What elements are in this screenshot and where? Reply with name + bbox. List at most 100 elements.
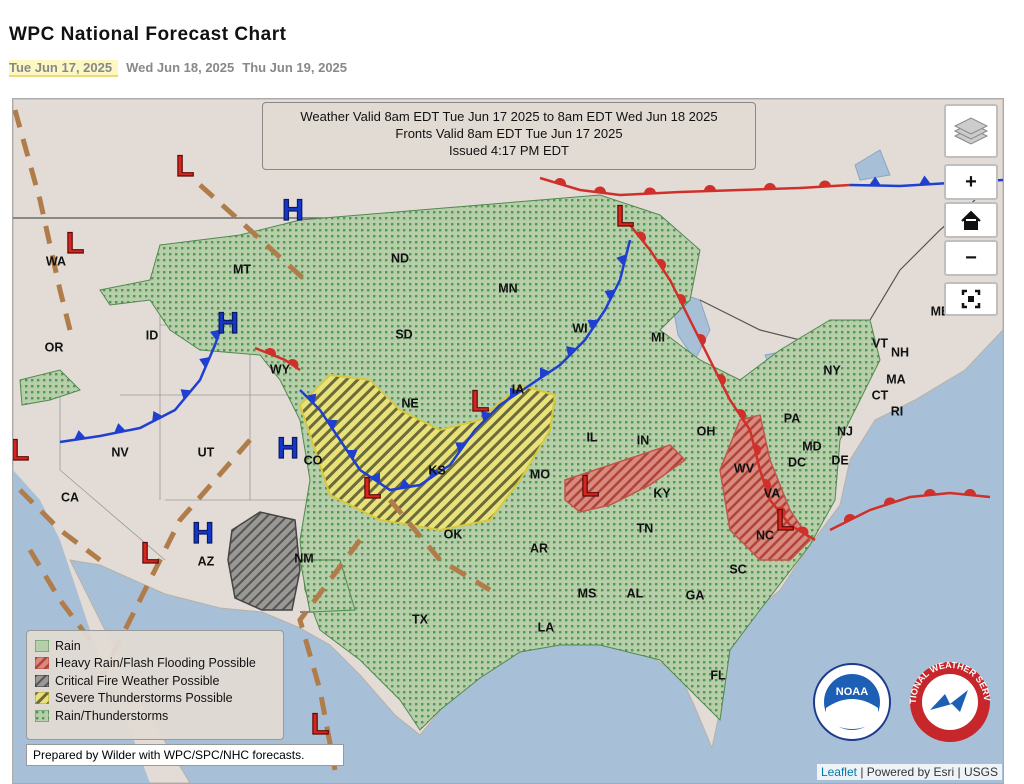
front-symbol bbox=[644, 187, 656, 194]
front-symbol bbox=[616, 254, 627, 266]
state-label: UT bbox=[198, 445, 215, 459]
state-label: NV bbox=[111, 445, 129, 459]
legend-label: Rain bbox=[55, 638, 81, 653]
legend-label: Rain/Thunderstorms bbox=[55, 708, 169, 723]
legend-item: Rain bbox=[35, 637, 283, 655]
attribution-text: Powered by Esri bbox=[866, 765, 955, 779]
front-symbol bbox=[199, 356, 210, 369]
date-tab[interactable]: Thu Jun 19, 2025 bbox=[242, 60, 348, 75]
low-pressure-center: L bbox=[616, 200, 634, 233]
front-symbol bbox=[587, 320, 599, 330]
state-label: KY bbox=[653, 486, 671, 500]
front-symbol bbox=[287, 359, 299, 369]
front-symbol bbox=[636, 231, 646, 243]
front-symbol bbox=[763, 479, 771, 491]
front-symbol bbox=[717, 374, 726, 386]
state-label: MT bbox=[233, 262, 251, 276]
home-button[interactable] bbox=[944, 202, 998, 238]
front-symbol bbox=[736, 409, 746, 420]
low-pressure-center: L bbox=[66, 227, 84, 260]
state-label: LA bbox=[538, 620, 555, 634]
state-label: DC bbox=[788, 455, 806, 469]
credit: Prepared by Wilder with WPC/SPC/NHC fore… bbox=[26, 744, 344, 766]
state-label: IA bbox=[512, 382, 525, 396]
attribution: Leaflet | Powered by Esri | USGS bbox=[816, 764, 1002, 780]
date-tabs: Tue Jun 17, 2025 Wed Jun 18, 2025 Thu Jun … bbox=[9, 60, 355, 77]
state-label: MA bbox=[886, 372, 905, 386]
state-label: MD bbox=[802, 439, 821, 453]
state-label: KS bbox=[428, 463, 445, 477]
front-symbol bbox=[604, 289, 616, 301]
state-label: WY bbox=[270, 362, 291, 376]
state-label: WV bbox=[734, 461, 755, 475]
low-pressure-center: L bbox=[471, 385, 489, 418]
zoom-out-button[interactable]: − bbox=[944, 240, 998, 276]
info-line: Fronts Valid 8am EDT Tue Jun 17 2025 bbox=[395, 126, 623, 141]
state-label: OR bbox=[45, 340, 64, 354]
high-pressure-center: H bbox=[277, 432, 299, 465]
state-label: RI bbox=[891, 404, 904, 418]
legend: Rain Heavy Rain/Flash Flooding Possible … bbox=[26, 630, 284, 740]
front-symbol bbox=[152, 410, 163, 422]
legend-label: Heavy Rain/Flash Flooding Possible bbox=[55, 656, 256, 671]
front-symbol bbox=[924, 489, 936, 496]
low-pressure-center: L bbox=[311, 708, 329, 741]
state-label: MO bbox=[530, 467, 550, 481]
front-symbol bbox=[430, 467, 440, 479]
state-label: CT bbox=[872, 388, 889, 402]
low-pressure-center: L bbox=[581, 470, 599, 503]
state-label: MN bbox=[498, 281, 517, 295]
state-label: WI bbox=[572, 321, 587, 335]
info-box: Weather Valid 8am EDT Tue Jun 17 2025 to… bbox=[262, 102, 756, 170]
heavy-rain-area bbox=[564, 414, 811, 561]
home-icon bbox=[961, 210, 981, 230]
front-symbol bbox=[697, 334, 706, 346]
front-symbol bbox=[964, 489, 976, 496]
front-symbol bbox=[869, 176, 881, 186]
fire-weather-area bbox=[227, 511, 301, 611]
front-symbol bbox=[114, 423, 126, 434]
low-pressure-center: L bbox=[776, 504, 794, 537]
date-tab[interactable]: Wed Jun 18, 2025 bbox=[126, 60, 235, 75]
front-symbol bbox=[326, 420, 338, 430]
front-line bbox=[539, 176, 851, 197]
state-label: NJ bbox=[837, 424, 853, 438]
layers-button[interactable] bbox=[944, 104, 998, 158]
state-label: VT bbox=[872, 336, 888, 350]
noaa-logo-text: NOAA bbox=[836, 686, 868, 698]
front-symbol bbox=[370, 472, 380, 484]
zoom-in-button[interactable]: + bbox=[944, 164, 998, 200]
state-label: VA bbox=[764, 486, 780, 500]
front-symbol bbox=[844, 514, 856, 523]
state-label: FL bbox=[710, 668, 726, 682]
state-label: CO bbox=[304, 453, 323, 467]
front-symbol bbox=[819, 180, 831, 187]
front-symbol bbox=[554, 178, 566, 186]
state-label: AZ bbox=[198, 554, 215, 568]
page-title: WPC National Forecast Chart bbox=[9, 24, 287, 45]
attribution-link[interactable]: Leaflet bbox=[820, 765, 857, 779]
front-symbol bbox=[74, 430, 86, 440]
front-symbol bbox=[305, 393, 317, 405]
legend-item: Heavy Rain/Flash Flooding Possible bbox=[35, 655, 283, 673]
legend-item: Severe Thunderstorms Possible bbox=[35, 690, 283, 708]
front-symbol bbox=[753, 444, 761, 456]
front-symbol bbox=[264, 348, 276, 357]
high-pressure-center: H bbox=[192, 517, 214, 550]
low-pressure-center: L bbox=[176, 150, 194, 183]
front-line bbox=[829, 491, 991, 532]
state-label: OK bbox=[444, 527, 463, 541]
low-pressure-center: L bbox=[141, 537, 159, 570]
state-label: OH bbox=[697, 424, 716, 438]
front-symbol bbox=[510, 387, 520, 399]
attribution-separator: | bbox=[957, 765, 961, 779]
state-label: CA bbox=[61, 490, 79, 504]
legend-label: Severe Thunderstorms Possible bbox=[55, 691, 233, 706]
date-tab[interactable]: Tue Jun 17, 2025 bbox=[9, 60, 119, 77]
attribution-text: USGS bbox=[963, 765, 998, 779]
fullscreen-button[interactable] bbox=[944, 282, 998, 316]
front-symbol bbox=[540, 367, 550, 379]
front-line bbox=[299, 239, 632, 492]
state-label: AL bbox=[627, 586, 644, 600]
